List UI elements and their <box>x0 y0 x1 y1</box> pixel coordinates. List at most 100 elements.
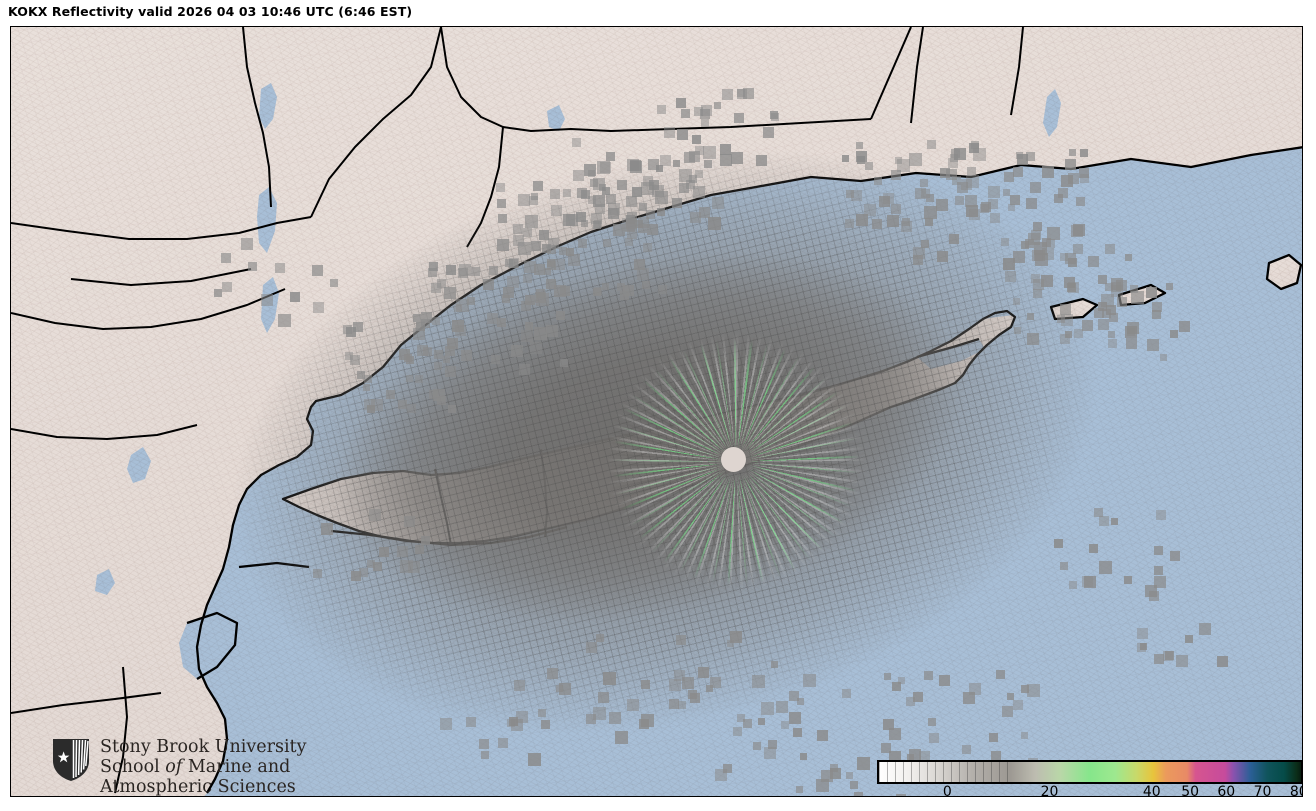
clutter-block <box>1094 308 1104 318</box>
clutter-block <box>966 175 979 188</box>
clutter-block <box>1108 331 1115 338</box>
clutter-block <box>1125 254 1132 261</box>
clutter-block <box>534 264 545 275</box>
map-frame[interactable]: Stony Brook University School of Marine … <box>10 26 1303 797</box>
clutter-block <box>502 295 510 303</box>
clutter-block <box>598 692 609 703</box>
clutter-block <box>896 794 906 796</box>
clutter-block <box>1005 271 1016 282</box>
clutter-block <box>660 155 671 166</box>
clutter-block <box>572 138 581 147</box>
clutter-block <box>816 779 829 792</box>
clutter-block <box>700 109 710 119</box>
clutter-block <box>248 262 257 271</box>
clutter-block <box>988 186 1000 198</box>
clutter-block <box>479 739 489 749</box>
clutter-block <box>909 153 922 166</box>
clutter-block <box>431 283 441 293</box>
clutter-block <box>437 279 446 288</box>
clutter-block <box>1126 338 1137 349</box>
clutter-block <box>771 661 778 668</box>
clutter-block <box>1130 285 1138 293</box>
clutter-block <box>542 244 551 253</box>
clutter-block <box>241 238 253 250</box>
clutter-block <box>359 568 368 577</box>
logo-line-2: School of Marine and <box>100 757 306 777</box>
clutter-block <box>521 330 533 342</box>
clutter-block <box>524 261 536 273</box>
clutter-block <box>737 714 745 722</box>
clutter-block <box>781 721 789 729</box>
clutter-block <box>1165 651 1174 660</box>
clutter-block <box>846 190 854 198</box>
clutter-block <box>400 560 413 573</box>
clutter-block <box>684 152 695 163</box>
clutter-block <box>593 288 601 296</box>
clutter-block <box>586 714 596 724</box>
clutter-block <box>513 235 524 246</box>
clutter-block <box>290 292 300 302</box>
clutter-block <box>603 239 611 247</box>
clutter-block <box>874 177 882 185</box>
clutter-block <box>846 772 853 779</box>
clutter-block <box>1156 510 1166 520</box>
clutter-block <box>879 196 890 207</box>
clutter-block <box>415 375 423 383</box>
clutter-block <box>630 161 642 173</box>
clutter-block <box>544 268 551 275</box>
mainland-polygon <box>11 27 1302 796</box>
clutter-block <box>891 170 901 180</box>
clutter-block <box>925 218 933 226</box>
clutter-block <box>620 291 629 300</box>
clutter-block <box>913 255 923 265</box>
clutter-block <box>1170 551 1180 561</box>
clutter-block <box>1060 562 1068 570</box>
clutter-block <box>939 675 950 686</box>
clutter-block <box>901 221 912 232</box>
clutter-block <box>617 283 625 291</box>
clutter-block <box>891 204 901 214</box>
clutter-block <box>690 693 700 703</box>
clutter-block <box>559 683 571 695</box>
clutter-block <box>892 682 901 691</box>
map-canvas[interactable]: Stony Brook University School of Marine … <box>11 27 1302 796</box>
clutter-block <box>312 265 323 276</box>
clutter-block <box>1061 175 1073 187</box>
clutter-block <box>693 186 705 198</box>
clutter-block <box>1154 576 1166 588</box>
clutter-block <box>887 215 899 227</box>
clutter-block <box>1065 159 1076 170</box>
clutter-block <box>921 240 929 248</box>
clutter-block <box>518 194 530 206</box>
clutter-block <box>681 109 690 118</box>
clutter-block <box>523 274 532 283</box>
clutter-block <box>924 206 937 219</box>
clutter-block <box>364 399 375 410</box>
clutter-block <box>884 673 891 680</box>
clutter-block <box>429 390 438 399</box>
clutter-block <box>1125 326 1137 338</box>
clutter-block <box>1014 327 1021 334</box>
clutter-block <box>398 400 407 409</box>
clutter-block <box>1054 539 1063 548</box>
ny-harbor <box>179 613 237 679</box>
clutter-block <box>928 718 936 726</box>
clutter-block <box>321 523 333 535</box>
clutter-block <box>1033 279 1044 290</box>
clutter-block <box>1217 656 1228 667</box>
clutter-block <box>647 224 658 235</box>
clutter-block <box>674 670 685 681</box>
clutter-block <box>965 195 977 207</box>
colorbar-tick-70: 70 <box>1253 784 1272 796</box>
clutter-block <box>743 719 752 728</box>
clutter-block <box>919 751 930 762</box>
clutter-block <box>1026 198 1037 209</box>
clutter-block <box>588 196 596 204</box>
clutter-block <box>625 238 633 246</box>
clutter-block <box>1060 304 1071 315</box>
clutter-block <box>913 692 923 702</box>
clutter-block <box>797 698 804 705</box>
clutter-block <box>714 102 721 109</box>
clutter-block <box>897 159 910 172</box>
clutter-block <box>416 322 425 331</box>
